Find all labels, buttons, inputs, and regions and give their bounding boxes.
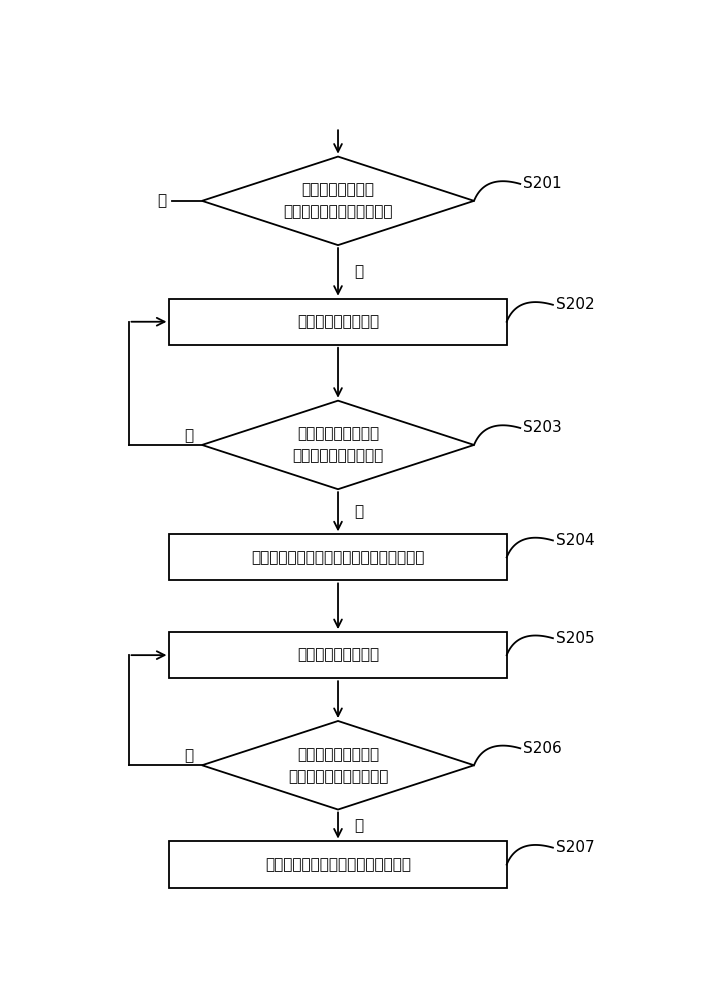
Text: 获取终端的当前功耗: 获取终端的当前功耗 [297,314,379,329]
Text: 否: 否 [185,428,194,443]
Text: 是: 是 [355,504,364,519]
Text: S201: S201 [523,176,562,191]
Text: S204: S204 [556,533,595,548]
Text: 得到高于第一低电量阈值的第二低电量阈值: 得到高于第一低电量阈值的第二低电量阈值 [251,550,425,565]
Text: 判断终端的当前电量
是否大于第二低电量阈值: 判断终端的当前电量 是否大于第二低电量阈值 [288,747,388,784]
Bar [169,841,507,888]
Text: 输出终端进入低电量状态的提示信息: 输出终端进入低电量状态的提示信息 [265,857,411,872]
Text: S207: S207 [556,840,595,855]
Text: 否: 否 [355,818,364,833]
Text: S202: S202 [556,297,595,312]
Text: 判断终端的当前功耗
是否超过指定功耗阈值: 判断终端的当前功耗 是否超过指定功耗阈值 [293,426,383,464]
Text: S206: S206 [523,741,562,756]
Text: 是: 是 [355,264,364,279]
Bar [169,534,507,580]
Polygon shape [202,401,474,489]
Text: 检测终端是否开启
低电量阈值的动态调整功能: 检测终端是否开启 低电量阈值的动态调整功能 [284,182,392,219]
Text: 是: 是 [185,749,194,764]
Text: S203: S203 [523,420,562,436]
Bar [169,299,507,345]
Text: 否: 否 [157,193,166,208]
Bar [169,632,507,678]
Polygon shape [202,157,474,245]
Polygon shape [202,721,474,810]
Text: S205: S205 [556,631,595,646]
Text: 检测终端的当前电量: 检测终端的当前电量 [297,648,379,663]
